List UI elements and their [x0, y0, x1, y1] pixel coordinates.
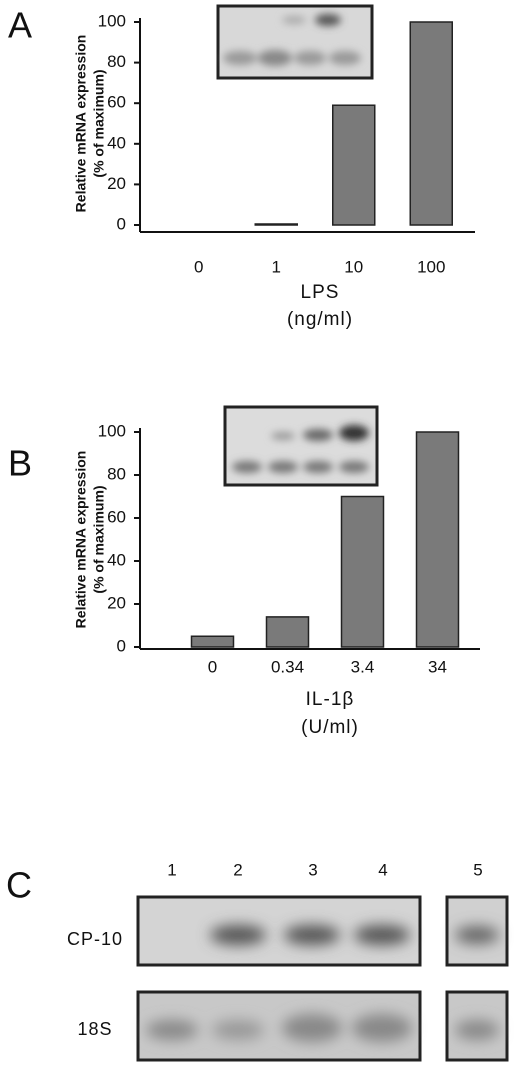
- lane-label: 5: [473, 860, 482, 879]
- y-axis-label: Relative mRNA expression: [73, 35, 89, 213]
- bar: [332, 104, 376, 226]
- x-axis-label: LPS: [301, 282, 340, 303]
- bar: [265, 616, 310, 648]
- x-tick-label: 1: [272, 257, 281, 276]
- inset-blot-a: [216, 4, 374, 80]
- y-axis-label: Relative mRNA expression: [73, 451, 89, 629]
- bar: [254, 223, 298, 226]
- x-axis-label: (U/ml): [301, 717, 359, 738]
- y-axis-label: (% of maximum): [91, 69, 107, 177]
- y-tick-label: 80: [107, 52, 126, 71]
- y-tick-label: 40: [107, 550, 126, 569]
- x-tick-label: 0: [194, 257, 203, 276]
- y-tick-label: 0: [117, 636, 126, 655]
- x-axis-label: IL-1β: [306, 689, 355, 710]
- panel-label: B: [8, 443, 32, 484]
- x-tick-label: 3.4: [351, 657, 375, 676]
- y-axis-label: (% of maximum): [91, 485, 107, 593]
- x-axis-label: (ng/ml): [287, 309, 353, 330]
- x-tick-label: 100: [417, 257, 445, 276]
- inset-blot-b: [223, 405, 379, 487]
- bar: [415, 431, 460, 648]
- lane-label: 4: [378, 860, 387, 879]
- x-tick-label: 0.34: [271, 657, 304, 676]
- y-tick-label: 20: [107, 174, 126, 193]
- panel-label: A: [8, 5, 32, 46]
- bar: [340, 495, 385, 648]
- x-tick-label: 10: [344, 257, 363, 276]
- x-tick-label: 34: [428, 657, 447, 676]
- blot-c: [136, 895, 509, 1062]
- row-label: 18S: [77, 1019, 112, 1039]
- bar: [409, 21, 453, 226]
- row-label: CP-10: [67, 929, 123, 949]
- bar: [190, 635, 235, 648]
- y-tick-label: 100: [98, 11, 126, 30]
- y-tick-label: 100: [98, 421, 126, 440]
- lane-label: 1: [167, 860, 176, 879]
- y-tick-label: 20: [107, 593, 126, 612]
- lane-label: 2: [233, 860, 242, 879]
- y-tick-label: 40: [107, 133, 126, 152]
- y-tick-label: 60: [107, 507, 126, 526]
- y-tick-label: 60: [107, 93, 126, 112]
- panel-label: C: [6, 865, 32, 906]
- lane-label: 3: [308, 860, 317, 879]
- y-tick-label: 0: [117, 214, 126, 233]
- x-tick-label: 0: [208, 657, 217, 676]
- y-tick-label: 80: [107, 464, 126, 483]
